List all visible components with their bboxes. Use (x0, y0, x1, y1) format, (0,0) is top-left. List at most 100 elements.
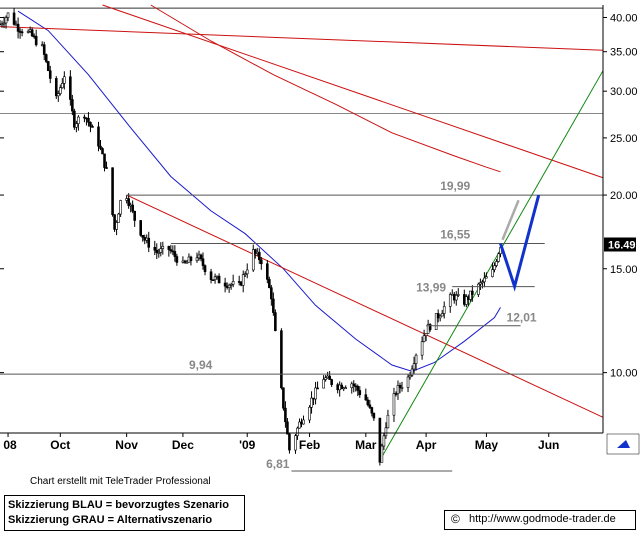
price-layer (0, 8, 502, 466)
candle-body (398, 385, 402, 388)
candle (34, 29, 38, 47)
candle (272, 292, 275, 316)
candle-body (270, 287, 273, 300)
candle-body (400, 387, 404, 389)
y-tick-label-2: 30.00 (610, 86, 638, 98)
candle-body (467, 296, 470, 300)
candle-body (308, 406, 311, 421)
candle (251, 244, 255, 272)
candle-body (195, 257, 199, 261)
candle (105, 161, 108, 169)
candle-body (103, 153, 106, 168)
candle-body (344, 387, 348, 390)
alternative-scenario-path (501, 199, 520, 241)
candle (237, 275, 241, 286)
candle-body (497, 253, 500, 262)
x-tick-label-6: Mar (355, 438, 377, 452)
candle-body (259, 259, 263, 265)
candle-body (199, 254, 203, 260)
candle (199, 253, 203, 262)
candle-body (358, 390, 362, 396)
candle (133, 210, 136, 227)
candle (280, 328, 283, 390)
candle (266, 259, 269, 284)
candle-body (85, 117, 88, 120)
candle-body (257, 251, 261, 261)
candle (491, 262, 494, 278)
candle (56, 90, 60, 102)
candle-body (28, 29, 32, 32)
candle-body (77, 116, 80, 124)
candle (253, 248, 257, 259)
candle (495, 258, 498, 268)
candle-body (26, 31, 30, 33)
candle (201, 252, 205, 270)
candle (211, 279, 215, 281)
candle (2, 16, 6, 29)
url-link[interactable]: http://www.godmode-trader.de (469, 513, 616, 525)
candle-body (119, 200, 122, 215)
candle (352, 380, 356, 393)
candle (370, 406, 374, 417)
candle (324, 375, 327, 382)
candle-body (382, 435, 386, 447)
candle-body (485, 276, 488, 279)
candle (438, 314, 442, 322)
candle-body (97, 126, 100, 147)
candle (245, 263, 249, 279)
corner-arrow (617, 440, 630, 448)
primary-scenario-path (499, 194, 541, 292)
candle-body (328, 375, 331, 380)
candle (48, 65, 52, 84)
candle-body (454, 295, 458, 301)
candle (469, 290, 472, 302)
level-label-2: 13,99 (416, 281, 446, 295)
candle (46, 60, 50, 72)
candle-body (296, 427, 299, 436)
candle-body (157, 252, 161, 254)
candle (344, 385, 348, 390)
candle-body (145, 237, 149, 241)
candle-body (452, 293, 456, 301)
candle-body (282, 387, 285, 409)
candle-body (99, 145, 102, 149)
candle (471, 285, 474, 302)
candle (314, 381, 317, 405)
x-tick-label-1: Oct (50, 438, 70, 452)
candle (127, 193, 130, 209)
trendline-2 (126, 194, 604, 418)
level-layer: 19,99 16,55 13,99 12,01 9,94 6,81 (0, 179, 603, 472)
candle (99, 140, 102, 151)
candle-body (143, 237, 147, 241)
candle-body (495, 261, 498, 266)
candle-body (350, 383, 354, 389)
candle (69, 70, 72, 106)
candle (89, 121, 92, 133)
legend-blue: Skizzierung BLAU = bevorzugtes Szenario (8, 499, 229, 511)
candle-body (465, 296, 468, 305)
candle (167, 245, 171, 257)
candle-body (32, 35, 36, 38)
y-tick-label-3: 25.00 (610, 133, 638, 145)
candle (113, 214, 116, 232)
candle (169, 244, 173, 254)
candle-body (159, 248, 163, 253)
credit-text: Chart erstellt mit TeleTrader Profession… (30, 476, 211, 487)
candle (175, 253, 179, 266)
candle (394, 391, 398, 397)
candle (398, 382, 402, 394)
candle-body (396, 385, 400, 394)
candle-body (288, 433, 291, 451)
candle-body (274, 312, 277, 331)
candle-body (42, 44, 46, 55)
candle (408, 372, 412, 380)
candle (284, 401, 287, 428)
candle (61, 78, 64, 89)
candle-body (255, 251, 259, 254)
candle-body (161, 245, 165, 249)
trendline-3 (379, 70, 604, 461)
candle-body (326, 375, 329, 379)
candle (4, 15, 8, 29)
